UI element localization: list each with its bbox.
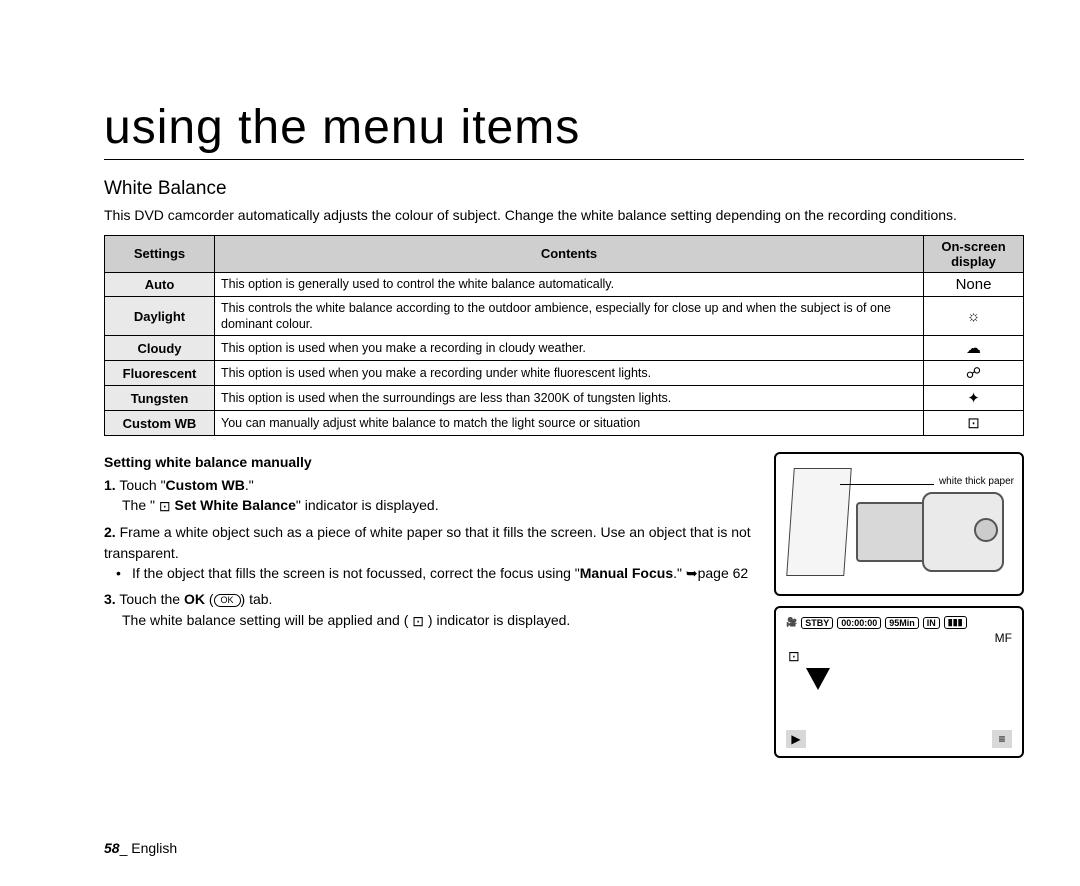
customwb-icon: ⊡ [924,411,1024,436]
daylight-icon: ☼ [924,296,1024,336]
step2-b-page: 62 [733,565,749,581]
page-footer: 58_ English [104,840,177,856]
stby-badge: STBY [801,617,833,629]
th-settings: Settings [105,235,215,272]
wb-settings-table: Settings Contents On-screen display Auto… [104,235,1024,437]
step1-post: ." [245,477,254,493]
cwb-indicator-icon: ⊡ [412,611,424,631]
step2-text: Frame a white object such as a piece of … [104,524,751,560]
table-row: Custom WB You can manually adjust white … [105,411,1024,436]
battery-icon: ▮▮▮ [944,616,967,629]
step1-l2-pre: The " [122,497,159,513]
step2-bullet: If the object that fills the screen is n… [104,563,760,583]
step-2: 2. Frame a white object such as a piece … [104,522,760,583]
ok-tab-icon: OK [214,594,241,607]
cloudy-icon: ☁ [924,336,1024,361]
step2-b-bold: Manual Focus [580,565,673,581]
page-language: English [131,840,177,856]
instructions: Setting white balance manually 1. Touch … [104,452,760,758]
step3-pre: Touch the [119,591,184,607]
cell-content: This option is used when you make a reco… [215,361,924,386]
cell-setting: Auto [105,272,215,296]
cell-content: This option is used when the surrounding… [215,386,924,411]
paper-label: white thick paper [939,476,1014,487]
step3-l2-post: ) indicator is displayed. [424,612,570,628]
camcorder-icon [856,492,1006,580]
cursor-icon [804,666,832,695]
mf-indicator: MF [786,631,1012,645]
th-osd: On-screen display [924,235,1024,272]
play-button-icon: ▶ [786,730,806,748]
step-3: 3. Touch the OK (OK) tab. The white bala… [104,589,760,631]
step3-post: tab. [245,591,272,607]
time-badge: 00:00:00 [837,617,881,629]
manual-heading: Setting white balance manually [104,452,760,472]
step3-l2-pre: The white balance setting will be applie… [122,612,412,628]
step1-l2-bold: Set White Balance [175,497,296,513]
leader-line [840,484,934,485]
step1-bold: Custom WB [166,477,245,493]
cell-content: This option is used when you make a reco… [215,336,924,361]
table-row: Fluorescent This option is used when you… [105,361,1024,386]
cell-content: You can manually adjust white balance to… [215,411,924,436]
cell-setting: Tungsten [105,386,215,411]
cell-setting: Custom WB [105,411,215,436]
menu-button-icon: ≡ [992,730,1012,748]
step1-pre: Touch " [119,477,165,493]
cell-osd: None [924,272,1024,296]
in-badge: IN [923,617,940,629]
page-number: 58 [104,840,120,856]
cell-setting: Cloudy [105,336,215,361]
section-title: White Balance [104,178,1024,200]
cell-setting: Fluorescent [105,361,215,386]
cwb-osd-icon: ⊡ [788,648,800,665]
tungsten-icon: ✦ [924,386,1024,411]
table-row: Daylight This controls the white balance… [105,296,1024,336]
table-row: Tungsten This option is used when the su… [105,386,1024,411]
fluorescent-icon: ☍ [924,361,1024,386]
cell-content: This option is generally used to control… [215,272,924,296]
cell-setting: Daylight [105,296,215,336]
step3-bold: OK [184,591,205,607]
chapter-title: using the menu items [104,100,1024,160]
figure-osd-screen: 🎥 STBY 00:00:00 95Min IN ▮▮▮ MF ⊡ ▶ ≡ [774,606,1024,758]
table-row: Auto This option is generally used to co… [105,272,1024,296]
step1-l2-post: " indicator is displayed. [296,497,439,513]
set-wb-icon: ⊡ [159,496,171,516]
step-1: 1. Touch "Custom WB." The " ⊡ Set White … [104,475,760,517]
step2-b-mid: ." ➥page [673,565,733,581]
intro-text: This DVD camcorder automatically adjusts… [104,206,1024,225]
th-contents: Contents [215,235,924,272]
figure-camera-paper: white thick paper [774,452,1024,596]
table-row: Cloudy This option is used when you make… [105,336,1024,361]
camera-mode-icon: 🎥 [786,617,797,628]
remain-badge: 95Min [885,617,919,629]
step2-b-pre: If the object that fills the screen is n… [132,565,580,581]
cell-content: This controls the white balance accordin… [215,296,924,336]
